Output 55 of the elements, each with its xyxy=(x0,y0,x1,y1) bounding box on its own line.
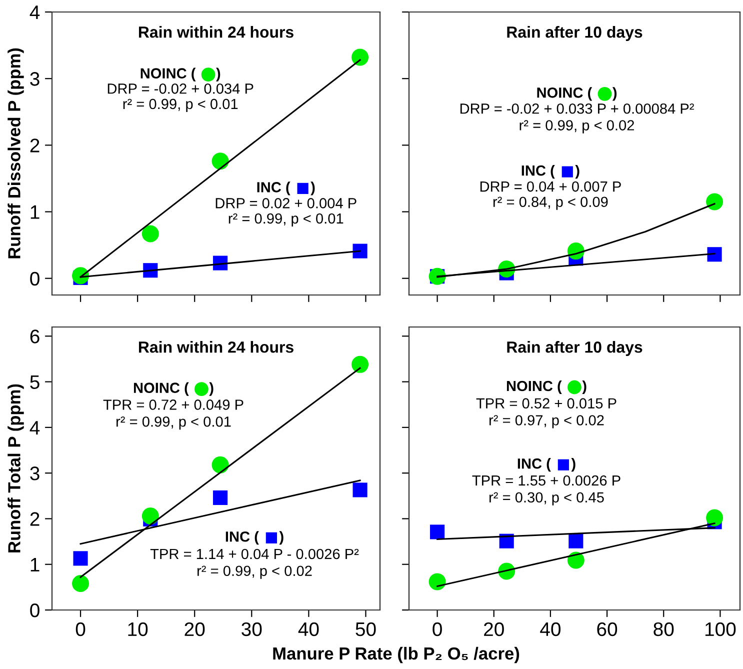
annotation: r² = 0.99, p < 0.02 xyxy=(520,120,634,134)
y-axis-title: Runoff Total P (ppm) xyxy=(8,384,24,552)
annotation: TPR = 0.72 + 0.049 P xyxy=(103,400,244,410)
annotation: r² = 0.99, p < 0.01 xyxy=(123,98,238,112)
annotation: r² = 0.97, p < 0.02 xyxy=(490,415,604,428)
annotation: r² = 0.99, p < 0.01 xyxy=(116,416,231,430)
annotation: NOINC ( ) xyxy=(506,380,586,394)
annotation: r² = 0.30, p < 0.45 xyxy=(490,492,604,506)
x-tick-label: 0 xyxy=(76,622,86,636)
annotation: DRP = 0.04 + 0.007 P xyxy=(480,181,621,192)
x-axis-title: Manure P Rate (lb P₂ O₅ /acre) xyxy=(273,646,520,664)
x-tick-label: 10 xyxy=(128,622,148,636)
y-tick-label: 2 xyxy=(30,512,40,526)
y-tick-label: 4 xyxy=(30,421,40,434)
text: Rain within 24 hours xyxy=(138,341,294,353)
y-tick-label: 3 xyxy=(30,466,40,480)
annotation: TPR = 0.52 + 0.015 P xyxy=(476,398,616,409)
annotation: NOINC ( ) xyxy=(537,87,617,101)
annotation: DRP = 0.02 + 0.004 P xyxy=(216,198,356,208)
x-tick-label: 30 xyxy=(242,622,262,636)
x-tick-label: 50 xyxy=(356,622,376,636)
y-tick-label: 1 xyxy=(30,205,40,219)
y-tick-label: 0 xyxy=(30,272,40,286)
annotation: INC ( ) xyxy=(518,458,576,472)
x-tick-label: 20 xyxy=(184,622,205,636)
y-tick-label: 5 xyxy=(30,375,40,390)
annotation: r² = 0.99, p < 0.02 xyxy=(198,566,312,579)
text: Rain after 10 days xyxy=(507,341,642,356)
annotation: r² = 0.84, p < 0.09 xyxy=(493,196,608,210)
y-tick-label: 2 xyxy=(30,138,40,152)
annotation: INC ( ) xyxy=(257,182,315,196)
annotation: DRP = -0.02 + 0.033 P + 0.00084 P² xyxy=(460,103,694,114)
y-tick-label: 4 xyxy=(30,6,40,20)
annotation: TPR = 1.14 + 0.04 P - 0.0026 P² xyxy=(150,548,359,560)
annotation: r² = 0.99, p < 0.01 xyxy=(228,213,344,227)
y-axis-title: Runoff Dissolved P (ppm) xyxy=(8,48,24,258)
y-tick-label: 0 xyxy=(30,603,40,618)
x-tick-label: 0 xyxy=(432,622,442,636)
annotation: INC ( ) xyxy=(522,165,580,179)
annotation: DRP = -0.02 + 0.034 P xyxy=(108,83,254,94)
text: Rain within 24 hours xyxy=(138,26,294,38)
x-tick-label: 40 xyxy=(540,622,561,636)
x-tick-label: 100 xyxy=(705,622,736,636)
text: Rain after 10 days xyxy=(507,26,642,41)
annotation: INC ( ) xyxy=(226,531,284,545)
y-tick-label: 3 xyxy=(30,72,40,86)
annotation: NOINC ( ) xyxy=(140,68,220,82)
y-tick-label: 6 xyxy=(30,330,40,344)
x-tick-label: 20 xyxy=(484,622,504,636)
x-tick-label: 40 xyxy=(298,622,319,636)
x-tick-label: 60 xyxy=(597,622,618,636)
x-tick-label: 80 xyxy=(654,622,674,636)
y-tick-label: 1 xyxy=(30,558,40,572)
annotation: TPR = 1.55 + 0.0026 P xyxy=(472,475,620,486)
annotation: NOINC ( ) xyxy=(134,382,214,396)
